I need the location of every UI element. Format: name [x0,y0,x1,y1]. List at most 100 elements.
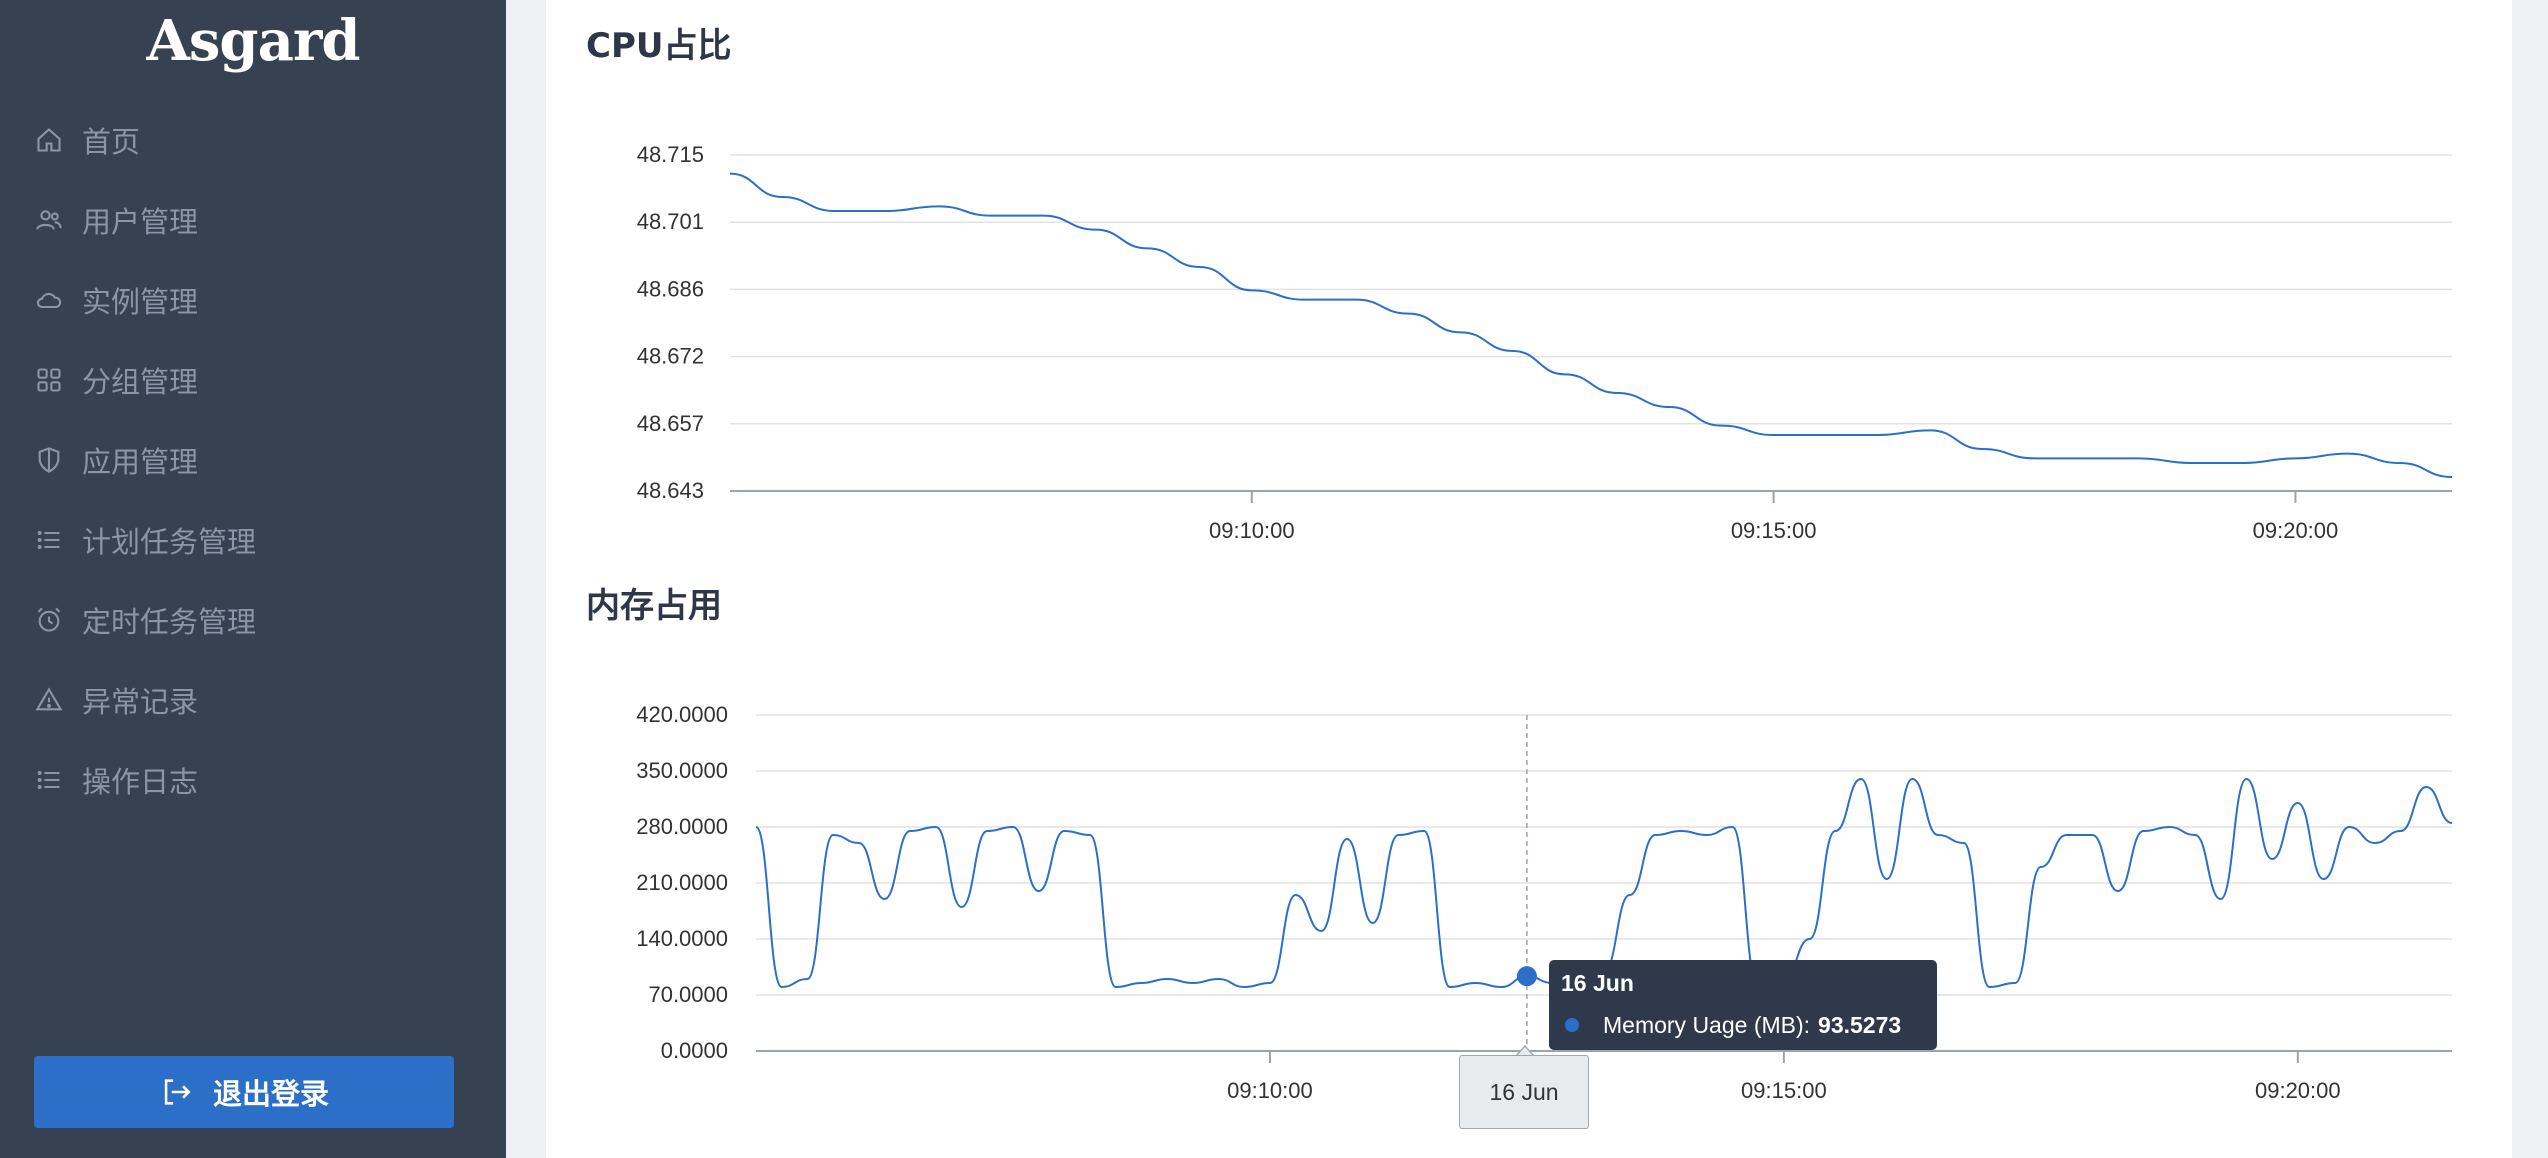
sidebar-menu: 首页 用户管理 实例管理 分组管理 应用管理 [0,100,506,820]
data-point [1396,833,1401,838]
sidebar-item-operation-logs[interactable]: 操作日志 [0,740,506,820]
sidebar-item-label: 实例管理 [82,285,199,319]
y-tick-label: 48.643 [637,478,704,503]
cpu-chart: 48.715 48.701 48.686 48.672 48.657 48.643 09:1… [637,142,2453,543]
x-tick-label: 09:20:00 [2255,1078,2341,1103]
sidebar-item-exceptions[interactable]: 异常记录 [0,660,506,740]
cpu-chart-title: CPU占比 [586,26,732,66]
sidebar-item-label: 操作日志 [82,765,199,799]
data-point [2372,841,2377,846]
app-logo: Asgard [146,8,360,74]
series-line [729,172,2453,478]
sidebar-item-label: 分组管理 [82,365,199,399]
data-point [1730,825,1735,830]
data-point [959,905,964,910]
y-tick-label: 48.672 [637,344,704,369]
data-point [1833,829,1838,834]
memory-chart: 420.0000 350.0000 280.0000 210.0000 140.0000… [636,702,2455,1103]
y-tick-label: 48.686 [637,276,704,301]
data-point [2218,897,2223,902]
chart-tooltip: 16 Jun Memory Uage (MB): 93.5273 [1549,960,1937,1050]
sidebar-item-instances[interactable]: 实例管理 [0,260,506,340]
data-point [1987,985,1992,990]
data-point [1139,981,1144,986]
hover-point [1516,966,1537,987]
data-point [985,829,990,834]
sidebar-item-label: 应用管理 [82,445,199,479]
tooltip-title: 16 Jun [1561,970,1634,996]
data-point [908,829,913,834]
y-tick-label: 48.701 [637,209,704,234]
tooltip-row: Memory Uage (MB): 93.5273 [1603,1012,1901,1039]
data-point [882,897,887,902]
y-tick-label: 280.0000 [636,814,728,839]
sidebar-item-plan-tasks[interactable]: 计划任务管理 [0,500,506,580]
data-point [805,977,810,982]
x-hover-arrow-inner [1516,1047,1534,1057]
sidebar-item-apps[interactable]: 应用管理 [0,420,506,500]
data-point [2013,981,2018,986]
list-icon [34,525,64,555]
sidebar-item-home[interactable]: 首页 [0,100,506,180]
data-point [1961,841,1966,846]
users-icon [34,205,64,235]
sidebar-item-groups[interactable]: 分组管理 [0,340,506,420]
data-point [1884,877,1889,882]
y-tick-label: 70.0000 [648,982,728,1007]
logout-button[interactable]: 退出登录 [34,1056,454,1128]
data-point [1473,981,1478,986]
x-tick-label: 09:15:00 [1731,518,1817,543]
data-point [1062,829,1067,834]
sidebar-item-label: 定时任务管理 [82,605,257,639]
data-point [1422,829,1427,834]
logout-icon [164,1079,191,1105]
data-point [2115,889,2120,894]
data-point [1704,833,1709,838]
data-point [1345,837,1350,842]
tooltip-series-dot [1565,1018,1579,1032]
data-point [2090,833,2095,838]
y-tick-label: 0.0000 [661,1038,728,1063]
x-tick-label: 09:15:00 [1741,1078,1827,1103]
data-point [2321,877,2326,882]
data-point [754,825,759,830]
data-point [1499,985,1504,990]
y-tick-label: 350.0000 [636,758,728,783]
alarm-clock-icon [34,605,64,635]
data-point [1190,981,1195,986]
sidebar-item-users[interactable]: 用户管理 [0,180,506,260]
x-tick-label: 09:10:00 [1209,518,1295,543]
grid-icon [34,365,64,395]
data-point [1242,985,1247,990]
data-point [779,985,784,990]
data-point [1679,829,1684,834]
x-tick-label: 09:10:00 [1227,1078,1313,1103]
shield-icon [34,445,64,475]
series-line [755,777,2453,989]
data-point [1267,981,1272,986]
data-point [1653,833,1658,838]
cloud-icon [34,285,64,315]
y-tick-label: 48.657 [637,411,704,436]
data-point [1447,985,1452,990]
data-point [933,825,938,830]
data-point [1293,893,1298,898]
data-point [2295,801,2300,806]
data-point [1807,937,1812,942]
data-point [1088,833,1093,838]
data-point [1910,777,1915,782]
data-point [1036,889,1041,894]
data-point [2141,829,2146,834]
data-point [2450,821,2455,826]
data-point [2244,777,2249,782]
y-tick-label: 210.0000 [636,870,728,895]
y-tick-label: 140.0000 [636,926,728,951]
sidebar-item-label: 用户管理 [82,205,199,239]
x-hover-label: 16 Jun [1459,1055,1589,1129]
data-point [1936,833,1941,838]
data-point [856,841,861,846]
data-point [1165,977,1170,982]
main-content: CPU占比 48.715 48.701 48.686 48.672 48.657 48.6… [546,0,2512,1158]
tooltip-series-name: Memory Uage (MB): [1603,1012,1811,1038]
sidebar-item-timed-tasks[interactable]: 定时任务管理 [0,580,506,660]
